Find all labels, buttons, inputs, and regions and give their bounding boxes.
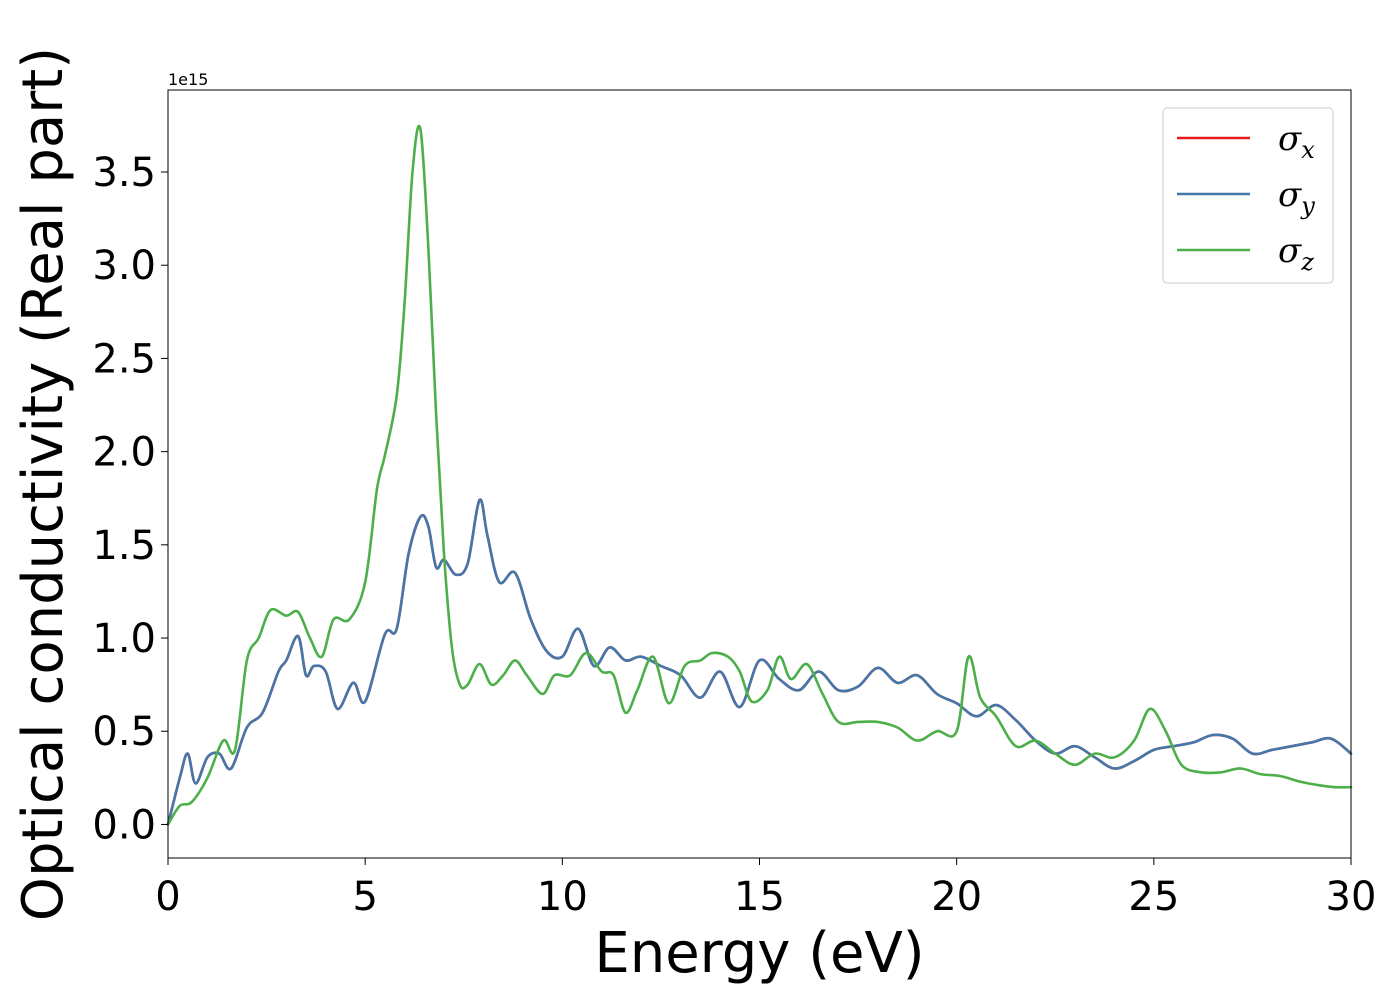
x-tick-label: 30 — [1326, 874, 1377, 920]
series-line-y — [166, 498, 1353, 826]
x-axis-ticks: 0 5 10 15 20 25 30 — [155, 858, 1376, 920]
y-axis-label: Optical conductivity (Real part) — [11, 47, 76, 921]
x-tick-label: 0 — [155, 874, 180, 920]
x-tick-label: 25 — [1128, 874, 1179, 920]
legend-label-x: σx — [1278, 119, 1315, 164]
y-tick-label: 1.0 — [92, 616, 156, 662]
y-tick-label: 3.0 — [92, 243, 156, 289]
y-tick-label: 1.5 — [92, 523, 156, 569]
series-lines — [166, 124, 1353, 826]
y-tick-label: 0.5 — [92, 709, 156, 755]
x-tick-label: 20 — [931, 874, 982, 920]
x-tick-label: 5 — [352, 874, 377, 920]
y-axis-ticks: 0.0 0.5 1.0 1.5 2.0 2.5 3.0 3.5 — [92, 150, 168, 848]
y-tick-label: 2.5 — [92, 336, 156, 382]
y-tick-label: 3.5 — [92, 150, 156, 196]
series-line-z — [166, 124, 1353, 826]
legend-label-y: σy — [1278, 175, 1315, 220]
plot-area — [166, 89, 1353, 859]
x-tick-label: 15 — [734, 874, 785, 920]
y-tick-label: 0.0 — [92, 802, 156, 848]
x-tick-label: 10 — [537, 874, 588, 920]
x-axis-label: Energy (eV) — [594, 921, 924, 986]
y-tick-label: 2.0 — [92, 430, 156, 476]
legend: σx σy σz — [1162, 107, 1334, 284]
legend-box — [1162, 107, 1334, 284]
legend-label-z: σz — [1278, 231, 1314, 276]
y-offset-label: 1e15 — [168, 70, 208, 89]
